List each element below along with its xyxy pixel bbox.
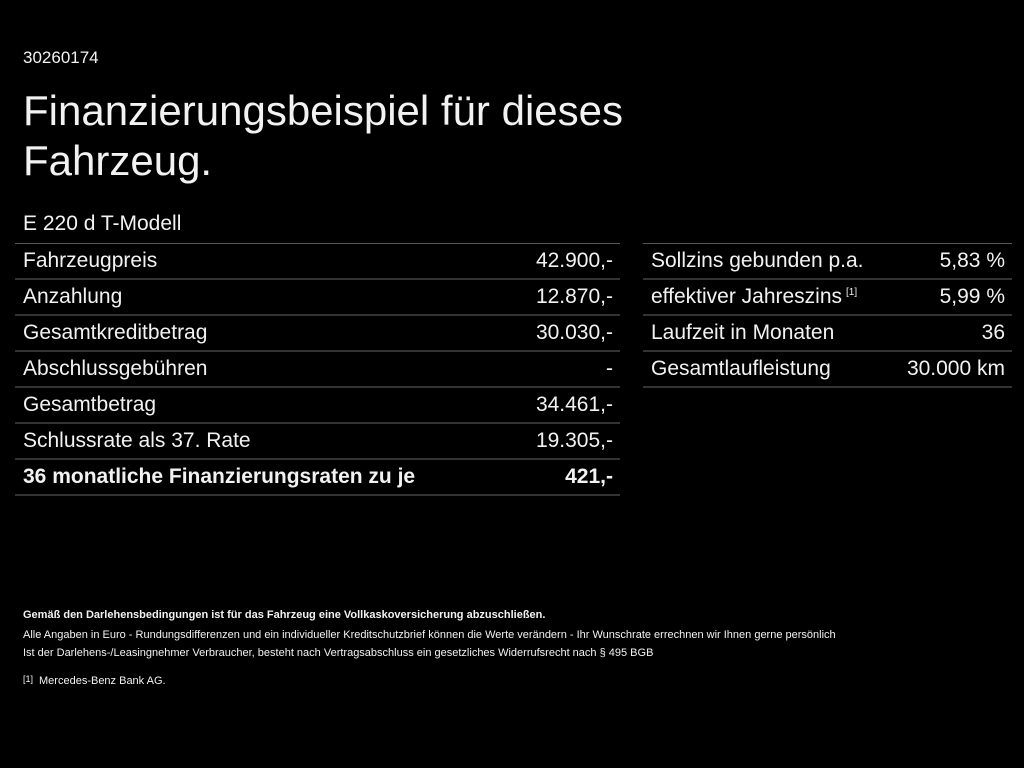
row-label-wrap: Laufzeit in Monaten bbox=[651, 321, 834, 345]
footnote-text: Mercedes-Benz Bank AG. bbox=[39, 675, 166, 687]
rate-table: Sollzins gebunden p.a. 5,83 % effektiver J… bbox=[643, 243, 1012, 388]
table-row: Anzahlung 12.870,- bbox=[15, 280, 620, 316]
table-row: Sollzins gebunden p.a. 5,83 % bbox=[643, 244, 1012, 280]
row-label: Gesamtkreditbetrag bbox=[23, 321, 208, 344]
row-value: 19.305,- bbox=[535, 429, 613, 452]
row-value: 30.000 km bbox=[906, 357, 1005, 380]
row-label: Gesamtbetrag bbox=[23, 393, 157, 416]
table-row: Gesamtbetrag 34.461,- bbox=[15, 388, 620, 424]
row-value: 5,99 % bbox=[939, 285, 1005, 308]
title: Finanzierungsbeispiel für dieses Fahrzeu… bbox=[23, 87, 623, 184]
row-value: 12.870,- bbox=[535, 285, 613, 308]
row-label: Sollzins gebunden p.a. bbox=[651, 249, 864, 272]
row-label-wrap: Sollzins gebunden p.a. bbox=[651, 249, 864, 273]
footnote-marker: [1] bbox=[23, 674, 34, 684]
row-label: Laufzeit in Monaten bbox=[651, 321, 835, 344]
row-value: 5,83 % bbox=[939, 249, 1005, 272]
note-bold: Gemäß den Darlehensbedingungen ist für d… bbox=[23, 609, 546, 621]
row-label-wrap: Gesamtlaufleistung bbox=[651, 357, 831, 381]
note-line: Ist der Darlehens-/Leasingnehmer Verbrau… bbox=[23, 647, 654, 659]
footnote: [1] Mercedes-Benz Bank AG. bbox=[23, 670, 1013, 690]
row-label: effektiver Jahreszins bbox=[651, 285, 843, 308]
row-label: Abschlussgebühren bbox=[23, 357, 208, 380]
table-row: Gesamtkreditbetrag 30.030,- bbox=[15, 316, 620, 352]
row-label: 36 monatliche Finanzierungsraten zu je bbox=[23, 465, 416, 488]
row-value: 421,- bbox=[565, 465, 613, 488]
row-label: Schlussrate als 37. Rate bbox=[23, 429, 251, 452]
offer-id: 30260174 bbox=[23, 48, 99, 67]
table-row: Schlussrate als 37. Rate 19.305,- bbox=[15, 424, 620, 460]
note-line: Alle Angaben in Euro - Rundungsdifferenz… bbox=[23, 629, 836, 641]
notes: Gemäß den Darlehensbedingungen ist für d… bbox=[23, 606, 1013, 690]
financing-table: Fahrzeugpreis 42.900,- Anzahlung 12.870,- Ge… bbox=[15, 243, 620, 496]
row-label: Anzahlung bbox=[23, 285, 123, 308]
row-label-wrap: effektiver Jahreszins [1] bbox=[651, 285, 857, 309]
row-label: Fahrzeugpreis bbox=[23, 249, 158, 272]
row-value: 34.461,- bbox=[535, 393, 613, 416]
row-value: 30.030,- bbox=[535, 321, 613, 344]
table-row: Laufzeit in Monaten 36 bbox=[643, 316, 1012, 352]
table-row: Fahrzeugpreis 42.900,- bbox=[15, 244, 620, 280]
table-row: 36 monatliche Finanzierungsraten zu je 42… bbox=[15, 460, 620, 496]
row-value: 42.900,- bbox=[535, 249, 613, 272]
table-row: Gesamtlaufleistung 30.000 km bbox=[643, 352, 1012, 388]
table-row: effektiver Jahreszins [1] 5,99 % bbox=[643, 280, 1012, 316]
table-row: Abschlussgebühren - bbox=[15, 352, 620, 388]
footnote-marker: [1] bbox=[846, 287, 858, 298]
row-label: Gesamtlaufleistung bbox=[651, 357, 831, 380]
row-value: - bbox=[606, 357, 613, 380]
row-value: 36 bbox=[981, 321, 1005, 344]
model: E 220 d T-Modell bbox=[23, 212, 182, 235]
